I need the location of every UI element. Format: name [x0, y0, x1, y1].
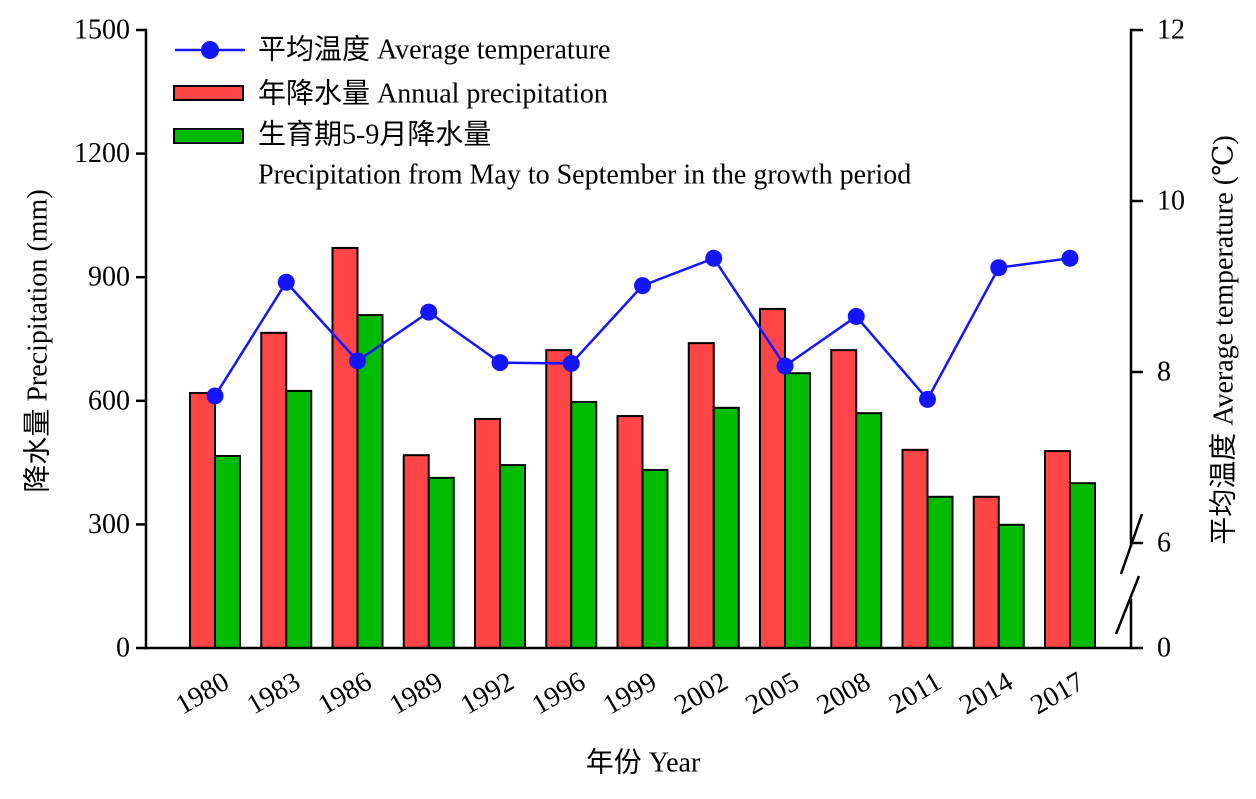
- temperature-layer: [206, 249, 1079, 408]
- temperature-point: [562, 354, 580, 372]
- bar-annual-precipitation: [331, 246, 359, 649]
- x-tick-label: 1996: [527, 666, 591, 721]
- temperature-point: [420, 303, 438, 321]
- x-axis-title: 年份 Year: [586, 747, 701, 779]
- bar-growth-period-precipitation: [570, 401, 598, 650]
- y-axis-left-ticks: 0 300 600 900 1200 1500: [74, 15, 146, 664]
- y-axis-right-ticks: 0 6 8 10 12: [1131, 15, 1185, 664]
- legend-item-annual-precipitation: 年降水量 Annual precipitation: [173, 78, 608, 110]
- bar-growth-period-precipitation: [712, 406, 740, 649]
- bar-annual-precipitation: [616, 415, 644, 649]
- y2-tick-label: 0: [1157, 633, 1171, 664]
- legend-label-line-2: Precipitation from May to September in t…: [258, 160, 911, 191]
- bar-growth-period-precipitation: [855, 412, 883, 649]
- x-axis-ticks: 1980 1983 1986 1989 1992 1996 1999 2002 2005 2008…: [171, 666, 1090, 721]
- y-axis-left-title: 降水量 Precipitation (mm): [22, 189, 54, 492]
- x-tick-label: 2011: [884, 666, 947, 720]
- legend-marker-swatch: [201, 41, 219, 59]
- x-tick-label: 1986: [313, 666, 377, 721]
- temperature-point: [1061, 249, 1079, 267]
- temperature-point: [206, 387, 224, 405]
- y-tick-label: 900: [88, 262, 130, 293]
- x-tick-label: 1999: [598, 666, 662, 721]
- y2-tick-label: 8: [1157, 357, 1171, 388]
- bar-growth-period-precipitation: [214, 455, 241, 649]
- legend-bar-swatch: [173, 85, 244, 101]
- bar-growth-period-precipitation: [285, 389, 313, 649]
- x-tick-label: 1983: [242, 666, 306, 721]
- bar-annual-precipitation: [830, 349, 858, 649]
- temperature-point: [847, 307, 865, 325]
- temperature-point: [776, 357, 794, 375]
- bar-annual-precipitation: [1044, 450, 1071, 649]
- bar-annual-precipitation: [901, 448, 929, 649]
- bar-annual-precipitation: [545, 349, 573, 649]
- y-tick-label: 300: [88, 509, 130, 540]
- bar-annual-precipitation: [972, 495, 1000, 649]
- bar-growth-period-precipitation: [926, 495, 954, 649]
- temperature-point: [705, 249, 723, 267]
- y2-tick-label: 12: [1157, 15, 1185, 46]
- legend-label: 平均温度 Average temperature: [258, 34, 610, 66]
- legend-item-temperature: 平均温度 Average temperature: [175, 34, 610, 66]
- temperature-point: [990, 259, 1008, 277]
- bar-growth-period-precipitation: [499, 464, 526, 649]
- y-tick-label: 1500: [74, 15, 130, 46]
- y2-tick-label: 6: [1157, 528, 1171, 559]
- bar-growth-period-precipitation: [641, 469, 669, 649]
- temperature-point: [349, 352, 366, 370]
- x-tick-label: 2008: [812, 666, 876, 721]
- x-tick-label: 1992: [456, 666, 520, 721]
- temperature-point: [491, 354, 509, 372]
- temperature-point: [634, 277, 651, 295]
- y2-tick-label: 10: [1157, 186, 1185, 217]
- legend-bar-swatch: [173, 128, 244, 144]
- x-tick-label: 2014: [954, 666, 1018, 721]
- axes: [144, 28, 1144, 650]
- legend: 平均温度 Average temperature 年降水量 Annual pre…: [173, 34, 911, 191]
- y-tick-label: 0: [116, 633, 130, 664]
- x-tick-label: 1989: [384, 666, 448, 721]
- x-tick-label: 2005: [741, 666, 805, 721]
- y-tick-label: 600: [88, 385, 130, 416]
- bar-annual-precipitation: [189, 391, 216, 649]
- legend-item-growth-period-precipitation: 生育期5-9月降水量 Precipitation from May to Sep…: [173, 119, 911, 191]
- bar-growth-period-precipitation: [997, 523, 1025, 650]
- bar-growth-period-precipitation: [427, 476, 455, 649]
- y-tick-label: 1200: [74, 138, 130, 169]
- x-tick-label: 1980: [171, 666, 235, 721]
- x-tick-label: 2002: [669, 666, 733, 721]
- bar-growth-period-precipitation: [784, 372, 811, 649]
- temperature-point: [919, 390, 936, 408]
- axis-break-mark: [1114, 575, 1141, 635]
- bar-growth-period-precipitation: [1069, 482, 1096, 650]
- x-tick-label: 2017: [1026, 666, 1090, 721]
- bar-annual-precipitation: [402, 454, 430, 649]
- bar-annual-precipitation: [474, 417, 501, 650]
- bar-annual-precipitation: [687, 342, 715, 649]
- bar-annual-precipitation: [260, 331, 288, 649]
- bars-layer: [189, 246, 1096, 650]
- y-axis-right-title: 平均温度 Average temperature (℃): [1208, 135, 1240, 544]
- legend-label: 年降水量 Annual precipitation: [258, 78, 608, 110]
- temperature-point: [277, 273, 295, 291]
- legend-label: 生育期5-9月降水量: [258, 119, 491, 151]
